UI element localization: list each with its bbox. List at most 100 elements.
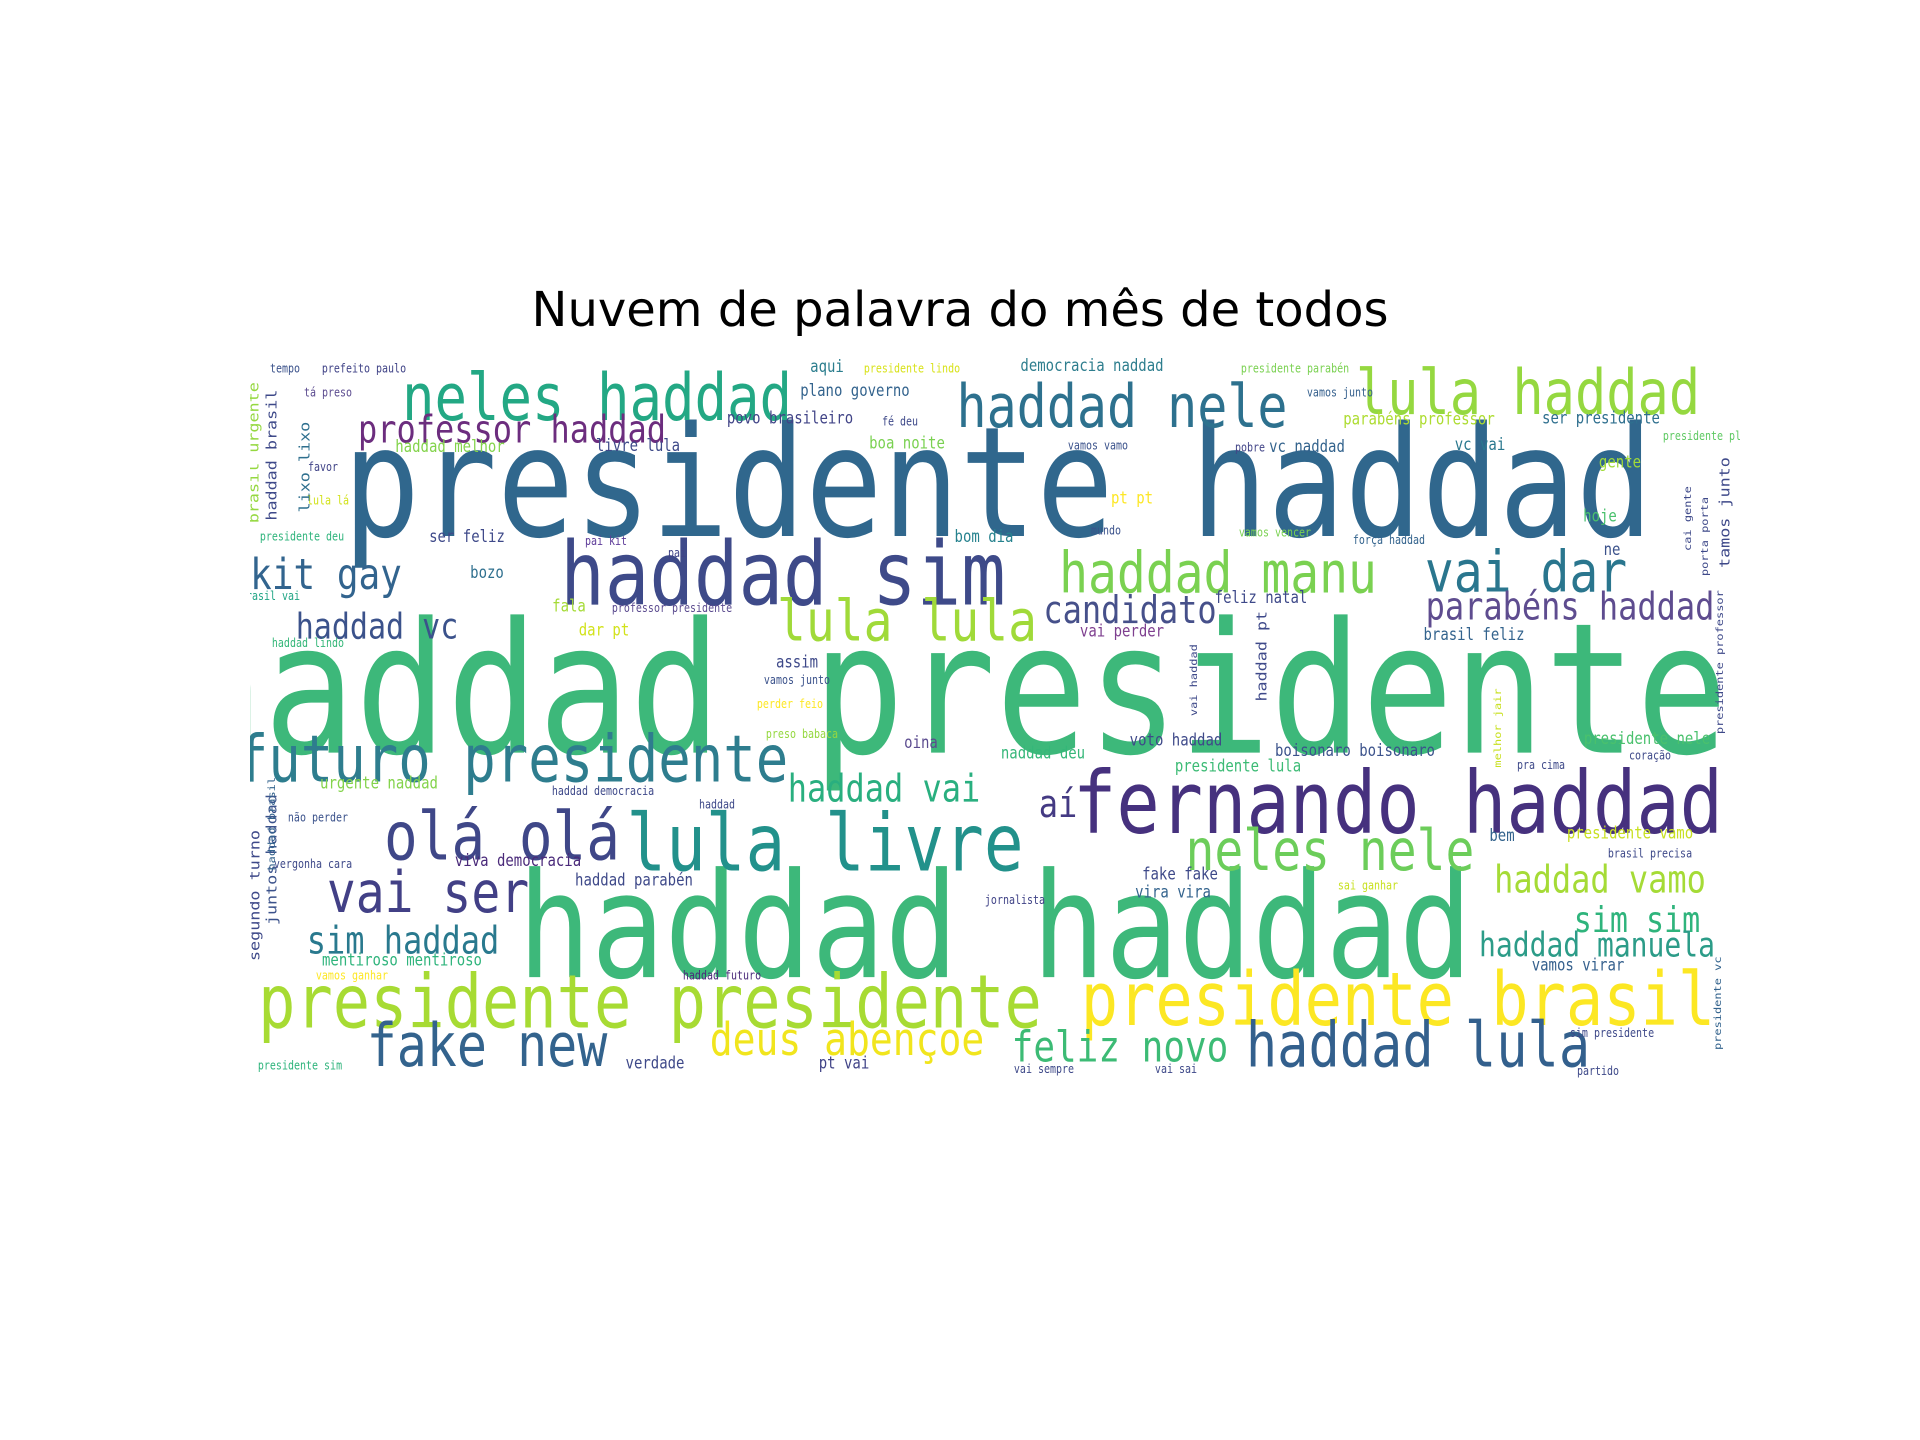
cloud-word-36: aqui [810,357,844,376]
cloud-word-38: democracia naddad [1020,357,1163,375]
cloud-word-vertical-10: vai haddad [1188,644,1200,716]
cloud-word-81: oina [904,733,938,753]
cloud-word-40: plano governo [800,381,909,401]
cloud-word-95: brasil precisa [1608,847,1692,861]
cloud-word-106: haddad futuro [683,969,761,983]
cloud-word-47: livre lula [596,436,680,456]
cloud-word-68: bozo [470,563,504,583]
cloud-word-0: haddad presidente [250,583,1728,796]
cloud-word-96: viva democracia [455,851,581,871]
cloud-word-29: haddad vc [296,605,459,647]
cloud-word-37: presidente lindo [864,362,960,376]
cloud-word-60: ser feliz [429,527,505,547]
cloud-word-75: brasil feliz [1423,625,1524,645]
cloud-word-93: bem [1489,826,1514,846]
cloud-word-63: mundo [1091,523,1121,537]
cloud-word-11: haddad nele [956,373,1287,442]
cloud-word-16: haddad lula [1246,1009,1590,1082]
cloud-word-vertical-5: haddad brasil [266,777,278,871]
cloud-word-53: presidente pl [1663,429,1740,443]
cloud-word-65: força haddad [1353,533,1425,547]
cloud-word-91: haddad [699,798,735,812]
cloud-word-108: pt vai [819,1053,870,1073]
cloud-word-97: haddad parabén [575,870,693,890]
cloud-word-vertical-4: juntos haddad [264,794,280,925]
cloud-word-22: kit gay [250,550,402,600]
cloud-word-25: candidato [1043,588,1216,632]
cloud-word-vertical-11: porta porta [1699,497,1711,576]
cloud-word-7: presidente brasil [1081,958,1715,1044]
cloud-word-103: mentiroso mentiroso [322,950,482,970]
cloud-word-94: presidente vamo [1567,824,1693,844]
cloud-word-vertical-2: lixo lixo [297,422,313,513]
cloud-word-77: assim [776,652,818,672]
cloud-word-49: vamos vamo [1068,439,1128,453]
cloud-word-62: bom dia [955,527,1014,547]
cloud-word-18: vai ser [327,860,529,926]
cloud-word-vertical-0: brasil urgente [250,382,262,523]
cloud-word-80: preso babaca [766,727,838,741]
cloud-word-105: vamos ganhar [316,969,389,983]
cloud-word-70: fala [552,596,586,616]
cloud-word-5: lula livre [626,798,1023,890]
cloud-word-vertical-3: segundo turno [250,830,263,961]
cloud-word-74: dar pt [579,620,630,640]
cloud-word-8: futuro presidente [250,723,788,798]
cloud-word-73: vai perder [1080,621,1164,641]
cloud-word-10: neles haddad [402,361,792,436]
cloud-word-vertical-1: haddad brasil [264,390,280,521]
cloud-word-61: pai kit [585,534,627,548]
cloud-word-23: professor haddad [358,408,666,452]
cloud-word-71: professor presidente [612,601,732,615]
cloud-word-112: partido [1577,1064,1619,1078]
cloud-word-33: tempo [270,362,300,376]
cloud-word-64: vamos vencer [1239,526,1312,540]
cloud-word-58: hoje [1583,506,1617,526]
cloud-word-113: presidente sim [258,1058,343,1072]
cloud-word-82: voto haddad [1130,730,1223,750]
cloud-word-89: urgente naddad [320,773,438,793]
cloud-word-57: pt pt [1111,488,1153,508]
cloud-word-34: prefeito paulo [322,362,406,376]
cloud-word-6: presidente presidente [258,960,1042,1046]
cloud-word-111: sim presidente [1570,1026,1654,1040]
cloud-word-52: vc vai [1455,435,1506,455]
cloud-word-27: haddad vamo [1494,858,1706,902]
cloud-word-30: sim sim [1574,898,1700,940]
cloud-word-3: haddad sim [560,523,1005,626]
cloud-word-20: deus abençoe [710,1013,984,1066]
cloud-word-110: vai sai [1155,1062,1197,1076]
cloud-word-48: boa noite [869,433,945,453]
cloud-word-32: aí [1039,782,1078,826]
cloud-word-99: vira vira [1135,882,1211,902]
cloud-word-51: vc naddad [1269,437,1345,457]
cloud-word-24: parabéns haddad [1426,585,1715,629]
cloud-word-92: não perder [288,811,348,825]
cloud-word-66: pai [668,546,686,560]
cloud-word-17: fake new [367,1012,609,1081]
cloud-word-46: haddad melhor [395,437,504,457]
cloud-word-44: parabéns professor [1343,409,1495,429]
cloud-word-83: boisonaro boisonaro [1275,741,1435,761]
cloud-word-98: fake fake [1142,864,1218,884]
cloud-word-vertical-9: haddad pt [1254,611,1270,702]
cloud-word-88: pra cima [1517,758,1565,772]
chart-title: Nuvem de palavra do mês de todos [531,282,1389,338]
cloud-word-26: haddad vai [788,767,981,811]
cloud-word-15: lula lula [777,588,1037,654]
cloud-word-39: presidente parabén [1241,362,1349,376]
cloud-word-86: presidente lula [1175,757,1301,777]
cloud-word-13: haddad manu [1059,541,1377,607]
cloud-word-vertical-8: presidente vc [1712,956,1724,1050]
cloud-word-85: naddad deu [1001,743,1085,763]
cloud-word-84: presidente nele [1584,729,1710,749]
cloud-word-87: coração [1629,748,1671,762]
cloud-word-19: neles nele [1186,818,1475,884]
cloud-word-109: vai sempre [1014,1062,1074,1076]
cloud-word-2: haddad haddad [518,841,1473,1011]
cloud-word-104: vamos virar [1532,955,1625,975]
cloud-word-31: haddad manuela [1479,926,1715,965]
cloud-word-59: presidente deu [260,529,344,543]
